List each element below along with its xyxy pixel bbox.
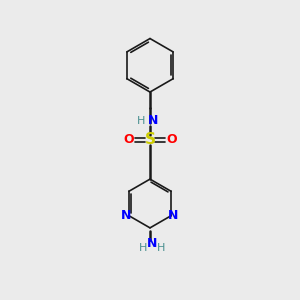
Text: N: N xyxy=(148,114,158,128)
Text: H: H xyxy=(139,243,148,253)
Text: N: N xyxy=(121,209,132,222)
Text: N: N xyxy=(168,209,179,222)
Text: O: O xyxy=(123,133,134,146)
Text: H: H xyxy=(157,243,166,253)
Text: S: S xyxy=(145,132,155,147)
Text: H: H xyxy=(137,116,145,126)
Text: O: O xyxy=(166,133,177,146)
Text: N: N xyxy=(147,237,158,250)
